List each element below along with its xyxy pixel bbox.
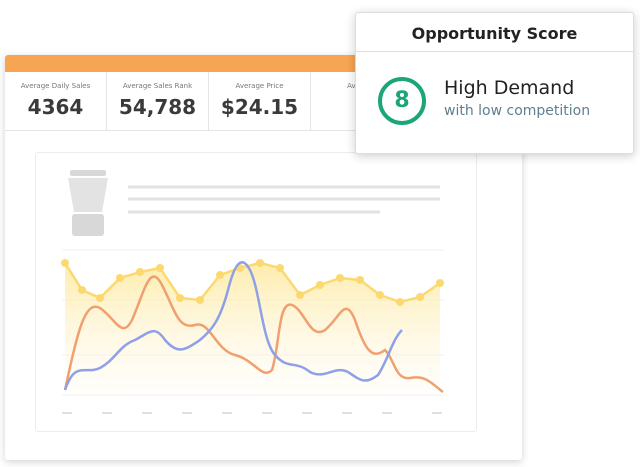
area [65,263,440,395]
stat: Average Price $24.15 [209,72,311,130]
stat-value: $24.15 [220,95,299,119]
stat-label: Average Daily Sales [20,82,91,90]
card-title: Opportunity Score [356,13,633,52]
orange-line [63,275,444,393]
yellow-dots [61,259,444,306]
product-icon [68,170,108,236]
stat-value: 54,788 [118,95,197,119]
stat-label: Average Sales Rank [122,82,193,90]
score-card: Opportunity Score 8 High Demand with low… [355,12,634,154]
score-badge: 8 [378,77,426,125]
stat: Average Sales Rank 54,788 [107,72,209,130]
stat-value: 4364 [27,95,84,119]
stat: Average Daily Sales 4364 [5,72,107,130]
chart-panel [35,152,477,432]
stat-label: Average Price [235,82,284,90]
subline: with low competition [444,103,591,119]
text-placeholders [128,185,440,214]
headline: High Demand [444,77,575,99]
blue-line [63,261,403,391]
